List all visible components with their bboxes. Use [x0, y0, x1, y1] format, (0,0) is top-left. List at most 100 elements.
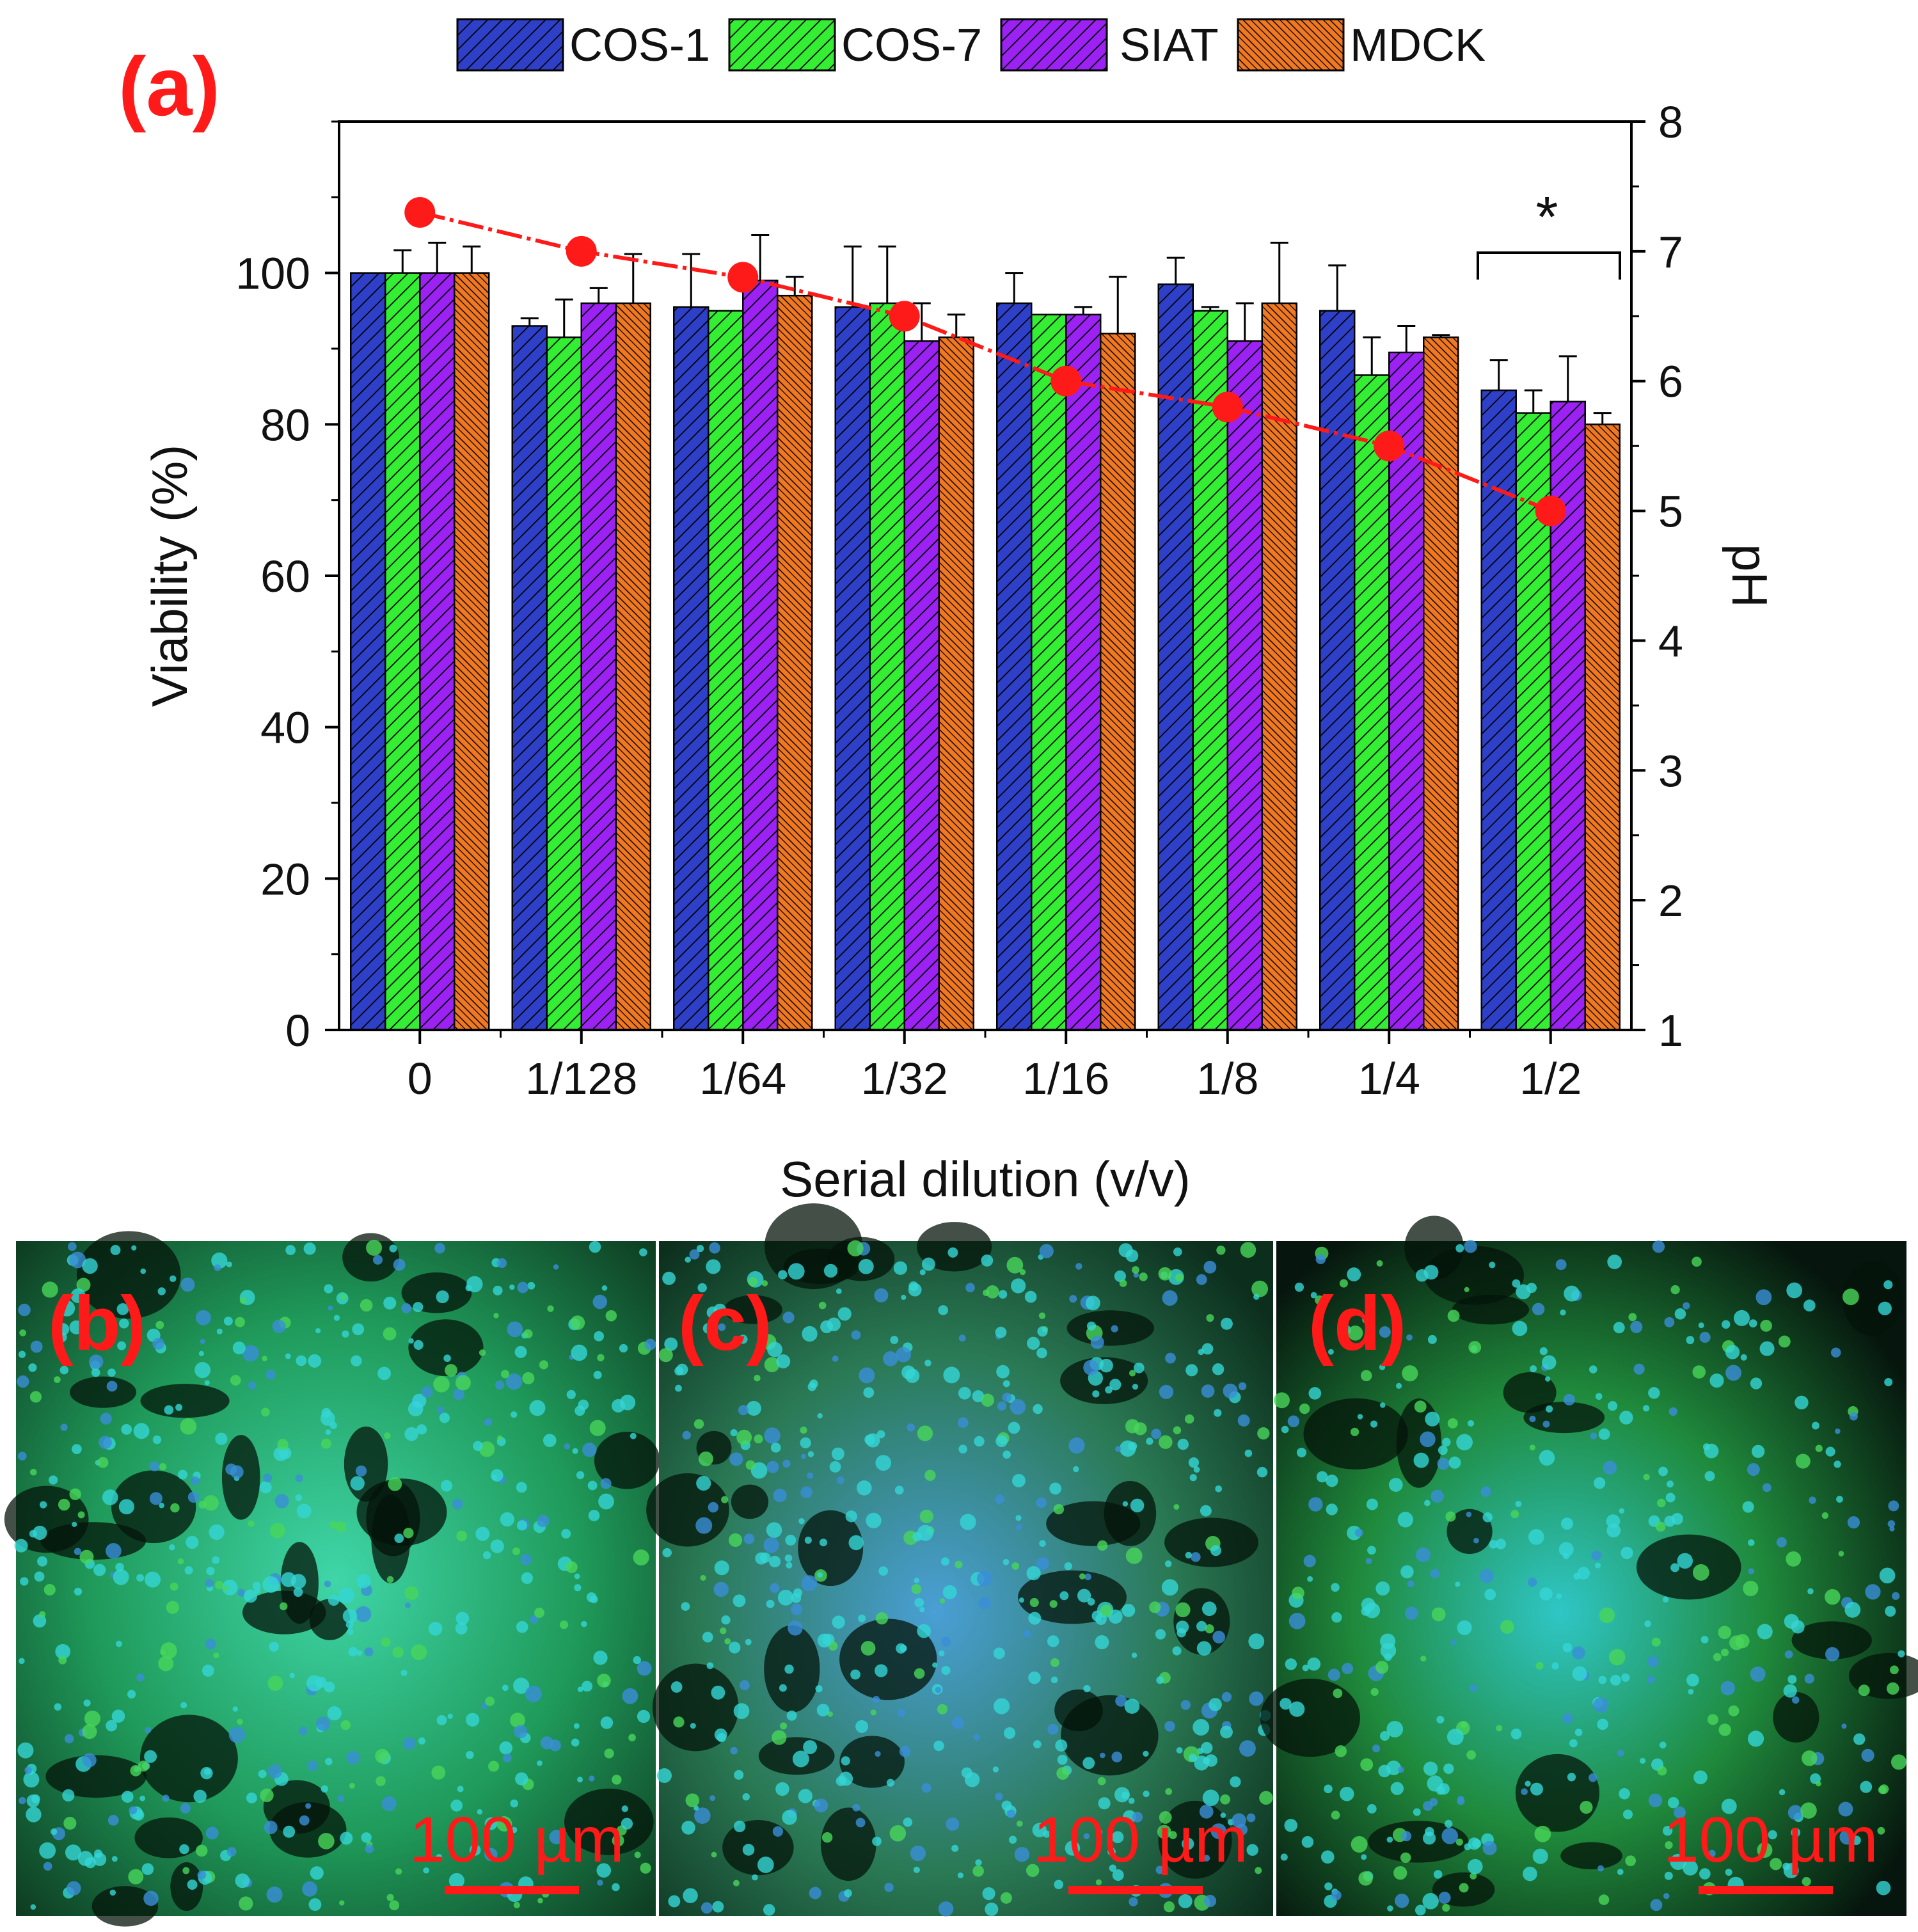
cell-nucleus	[1099, 1358, 1113, 1373]
cell-nucleus	[919, 1606, 925, 1613]
dark-region	[917, 1222, 992, 1272]
bar-siat-1-8	[1226, 340, 1263, 1031]
cell-nucleus	[264, 1820, 278, 1834]
cell-nucleus	[1201, 1343, 1214, 1355]
cell-nucleus	[866, 1433, 880, 1448]
cell-nucleus	[958, 1334, 966, 1342]
cell-nucleus	[305, 1803, 312, 1809]
cell-nucleus	[807, 1451, 814, 1457]
cell-nucleus	[924, 1359, 931, 1366]
cell-nucleus	[200, 1338, 205, 1344]
cell-nucleus	[1210, 1823, 1227, 1839]
cell-nucleus	[1246, 1844, 1258, 1856]
cell-nucleus	[1188, 1457, 1200, 1468]
cell-nucleus	[1757, 1624, 1773, 1640]
cell-nucleus	[381, 1637, 391, 1647]
cell-nucleus	[1572, 1646, 1585, 1659]
cell-nucleus	[1097, 1777, 1106, 1786]
cell-nucleus	[214, 1580, 224, 1590]
cell-nucleus	[1092, 1390, 1100, 1398]
cell-nucleus	[473, 1441, 483, 1451]
cell-nucleus	[1728, 1705, 1740, 1716]
cell-nucleus	[1220, 1812, 1226, 1818]
cell-nucleus	[1028, 1671, 1041, 1684]
cell-nucleus	[252, 1581, 261, 1590]
cell-nucleus	[919, 1269, 926, 1276]
cell-nucleus	[1532, 1848, 1548, 1864]
cell-nucleus	[1125, 1419, 1140, 1434]
cell-nucleus	[1709, 1374, 1724, 1388]
cell-nucleus	[530, 1615, 539, 1624]
cell-nucleus	[958, 1445, 968, 1453]
cell-nucleus	[93, 1849, 103, 1858]
cell-nucleus	[1457, 1620, 1472, 1635]
cell-nucleus	[520, 1553, 532, 1565]
cell-nucleus	[1172, 1646, 1182, 1656]
cell-nucleus	[324, 1580, 331, 1588]
dark-region	[1158, 1800, 1232, 1879]
cell-nucleus	[1149, 1601, 1161, 1613]
cell-nucleus	[497, 1435, 503, 1441]
cell-nucleus	[106, 1542, 122, 1559]
cell-nucleus	[1043, 1830, 1050, 1838]
cell-nucleus	[1747, 1463, 1760, 1477]
cell-nucleus	[1735, 1634, 1750, 1649]
cell-nucleus	[1482, 1841, 1497, 1855]
cell-nucleus	[914, 1597, 924, 1608]
cell-nucleus	[721, 1496, 729, 1503]
cell-nucleus	[516, 1620, 528, 1633]
cell-nucleus	[1037, 1326, 1048, 1337]
cell-nucleus	[308, 1898, 322, 1912]
cell-nucleus	[400, 1669, 408, 1676]
cell-nucleus	[170, 1503, 180, 1513]
cell-nucleus	[450, 1800, 463, 1812]
cell-nucleus	[1100, 1604, 1113, 1617]
cell-nucleus	[1302, 1665, 1309, 1672]
cell-nucleus	[1521, 1788, 1528, 1795]
cell-nucleus	[1129, 1370, 1136, 1377]
cell-nucleus	[1405, 1606, 1418, 1620]
cell-nucleus	[553, 1264, 559, 1270]
panel-label-b: (b)	[48, 1281, 146, 1366]
cell-nucleus	[819, 1539, 828, 1547]
cell-nucleus	[393, 1258, 406, 1271]
cell-nucleus	[1109, 1864, 1117, 1872]
cell-nucleus	[366, 1239, 383, 1256]
cell-nucleus	[1598, 1894, 1610, 1905]
cell-nucleus	[1331, 1583, 1340, 1592]
cell-nucleus	[1375, 1661, 1389, 1674]
cell-nucleus	[1887, 1520, 1896, 1528]
cell-nucleus	[883, 1351, 898, 1366]
cell-nucleus	[798, 1518, 805, 1524]
cell-nucleus	[1133, 1362, 1145, 1374]
cell-nucleus	[848, 1535, 864, 1551]
cell-nucleus	[670, 1681, 683, 1693]
cell-nucleus	[232, 1706, 238, 1712]
cell-nucleus	[74, 1587, 83, 1596]
cell-nucleus	[340, 1720, 351, 1730]
cell-nucleus	[1108, 1610, 1123, 1624]
cell-nucleus	[1064, 1562, 1072, 1571]
cell-nucleus	[1010, 1399, 1026, 1415]
cell-nucleus	[230, 1465, 244, 1479]
cell-nucleus	[1786, 1282, 1802, 1299]
cell-nucleus	[277, 1439, 289, 1450]
cell-nucleus	[1050, 1658, 1059, 1667]
cell-nucleus	[222, 1580, 238, 1595]
cell-nucleus	[484, 1848, 498, 1862]
cell-nucleus	[706, 1662, 714, 1670]
cell-nucleus	[1630, 1320, 1643, 1333]
cell-nucleus	[522, 1372, 535, 1384]
cell-nucleus	[1100, 1752, 1106, 1759]
cell-nucleus	[559, 1620, 569, 1629]
cell-nucleus	[133, 1423, 150, 1439]
ph-point-1-8	[1212, 392, 1243, 423]
cell-nucleus	[714, 1560, 729, 1576]
bar-mdck-0	[454, 272, 490, 1031]
cell-nucleus	[694, 1807, 711, 1824]
cell-nucleus	[448, 1873, 464, 1889]
cell-nucleus	[1422, 1893, 1439, 1910]
cell-nucleus	[329, 1521, 338, 1529]
cell-nucleus	[121, 1423, 132, 1435]
cell-nucleus	[788, 1263, 805, 1280]
